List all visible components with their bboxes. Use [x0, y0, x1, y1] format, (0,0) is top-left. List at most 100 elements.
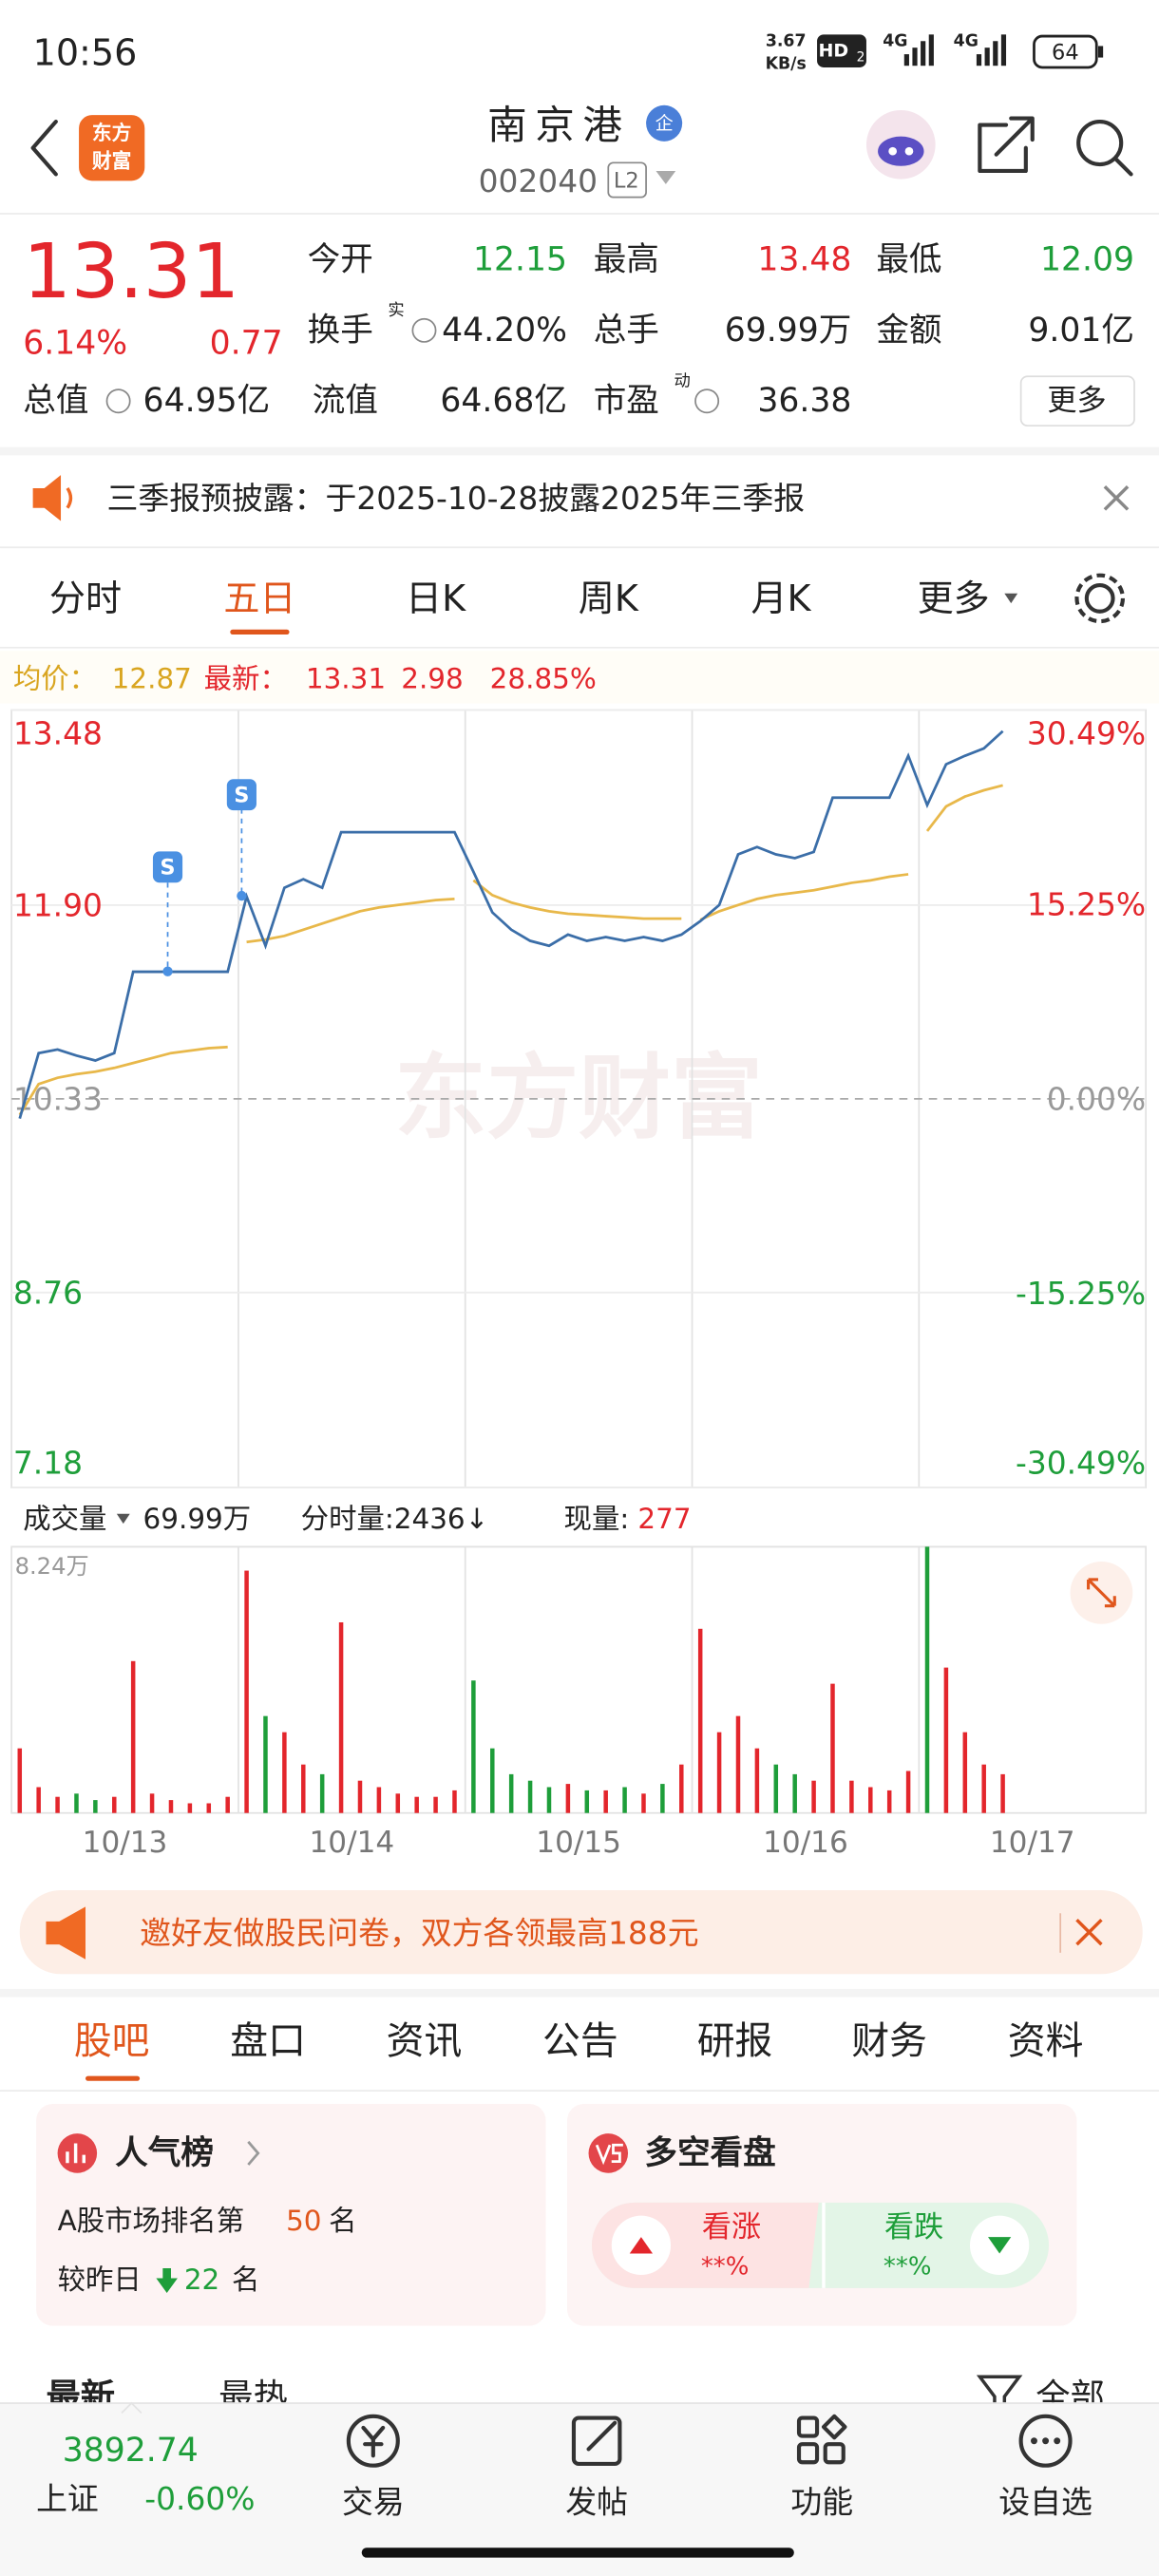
volume-bar	[357, 1780, 363, 1813]
info-icon[interactable]	[694, 388, 720, 414]
stock-code: 002040	[479, 162, 598, 199]
battery-tip	[1097, 46, 1104, 58]
field-value: 36.38	[757, 382, 851, 420]
down-arrow	[156, 2268, 178, 2294]
bear-label[interactable]: 看跌	[884, 2210, 943, 2245]
volume-bar	[301, 1764, 306, 1813]
popularity-icon-bars	[66, 2143, 86, 2164]
sentiment-icon	[588, 2133, 629, 2173]
volume-bar	[112, 1796, 117, 1813]
signal-label: S	[160, 856, 175, 881]
signal-point	[237, 890, 247, 901]
field-label: 总值	[23, 382, 88, 420]
index-name: 上证	[36, 2480, 99, 2517]
tab[interactable]: 月K	[750, 578, 811, 619]
index-value[interactable]: 3892.74	[63, 2432, 199, 2470]
y2-tick-label: -15.25%	[1016, 1275, 1146, 1312]
volume-bar	[773, 1764, 779, 1813]
volume-title[interactable]: 成交量	[23, 1503, 106, 1535]
back-button[interactable]	[30, 119, 58, 177]
nav-notch	[121, 2401, 142, 2414]
volume-bar	[17, 1748, 23, 1813]
y2-tick-label: 0.00%	[1047, 1080, 1146, 1117]
nav-items: 交易 发帖 功能 设自选	[342, 2483, 1092, 2520]
badge	[646, 104, 683, 142]
hd-label: HD	[819, 41, 849, 62]
trade-icon	[346, 2414, 400, 2468]
avatar-eye	[904, 146, 914, 156]
tab[interactable]: 日K	[406, 578, 466, 619]
notice-text[interactable]: 三季报预披露：于2025-10-28披露2025年三季报	[106, 480, 805, 517]
tab-active[interactable]: 五日	[223, 578, 295, 619]
close-notice[interactable]	[1103, 484, 1130, 511]
signal-marker[interactable]	[226, 779, 256, 811]
bear-value: **%	[884, 2252, 932, 2281]
tab-active[interactable]: 股吧	[74, 2019, 150, 2063]
network-type: 4G	[883, 31, 907, 50]
volume-bar	[905, 1771, 911, 1813]
nav-item[interactable]: 交易	[342, 2483, 405, 2520]
y-tick-label: 11.90	[13, 886, 103, 923]
volume-bar	[93, 1800, 98, 1813]
signal-marker[interactable]	[152, 851, 183, 883]
volume-bar	[338, 1621, 344, 1813]
settings-button[interactable]	[1084, 582, 1115, 614]
sentiment-title: 多空看盘	[644, 2134, 775, 2172]
tab[interactable]: 研报	[697, 2019, 773, 2063]
field-value: 13.48	[757, 240, 851, 278]
home-indicator	[361, 2548, 794, 2558]
search-button[interactable]	[1076, 119, 1124, 167]
promo-banner[interactable]	[19, 1890, 1143, 1975]
change-prefix: 较昨日	[58, 2263, 142, 2296]
volume-bar	[943, 1667, 949, 1813]
volume-bar	[603, 1790, 608, 1813]
hd-sub: 2	[857, 50, 865, 66]
latest-value: 13.31	[306, 663, 386, 695]
volume-bar	[414, 1796, 419, 1813]
summary-bar	[0, 651, 1159, 704]
field-label: 换手	[308, 312, 373, 350]
tab[interactable]: 财务	[851, 2019, 927, 2063]
info-icon[interactable]	[411, 317, 437, 343]
tab[interactable]: 资料	[1008, 2019, 1084, 2063]
share-button[interactable]	[978, 116, 1035, 174]
chart-tabs: 分时 五日 日K 周K 月K 更多	[49, 578, 990, 619]
megaphone-icon	[46, 1906, 86, 1960]
nav-item[interactable]: 设自选	[998, 2483, 1092, 2520]
tab[interactable]: 盘口	[230, 2019, 306, 2063]
field-label: 最低	[876, 240, 941, 278]
content-tabs: 股吧 盘口 资讯 公告 研报 财务 资料	[74, 2019, 1084, 2063]
avg-line	[472, 879, 682, 920]
banner-close[interactable]	[1075, 1918, 1103, 1946]
volume-bar	[490, 1748, 495, 1813]
summary: 均价： 12.87 最新： 13.31 2.98 28.85%	[13, 663, 597, 695]
tab[interactable]: 更多	[918, 578, 990, 619]
nav-item[interactable]: 发帖	[565, 2483, 628, 2520]
y-tick-label: 8.76	[13, 1274, 83, 1311]
volume-bar	[546, 1787, 552, 1813]
volume-bar	[206, 1803, 212, 1813]
volume-bar	[74, 1793, 79, 1813]
tab[interactable]: 分时	[49, 578, 122, 619]
down-triangle	[988, 2237, 1012, 2254]
field-value: 64.68亿	[440, 382, 567, 420]
volume-bar	[376, 1787, 382, 1813]
tab[interactable]: 周K	[579, 578, 639, 619]
volume-bar	[168, 1800, 174, 1813]
badge-text: 企	[656, 113, 674, 134]
latest-change-pct: 28.85%	[490, 663, 597, 695]
tab[interactable]: 公告	[542, 2019, 618, 2063]
volume-bar	[149, 1793, 155, 1813]
x-tick-label: 10/16	[763, 1826, 848, 1860]
field-value: 69.99万	[725, 312, 852, 350]
stock-name: 南京港	[487, 102, 631, 148]
tab[interactable]: 资讯	[387, 2019, 463, 2063]
superscript: 动	[674, 371, 691, 390]
last-price: 13.31	[23, 227, 239, 315]
nav-item[interactable]: 功能	[790, 2483, 853, 2520]
more-button[interactable]	[1019, 375, 1135, 427]
dropdown-arrow[interactable]	[656, 170, 676, 184]
info-icon[interactable]	[105, 388, 131, 414]
app-logo[interactable]	[79, 115, 145, 181]
